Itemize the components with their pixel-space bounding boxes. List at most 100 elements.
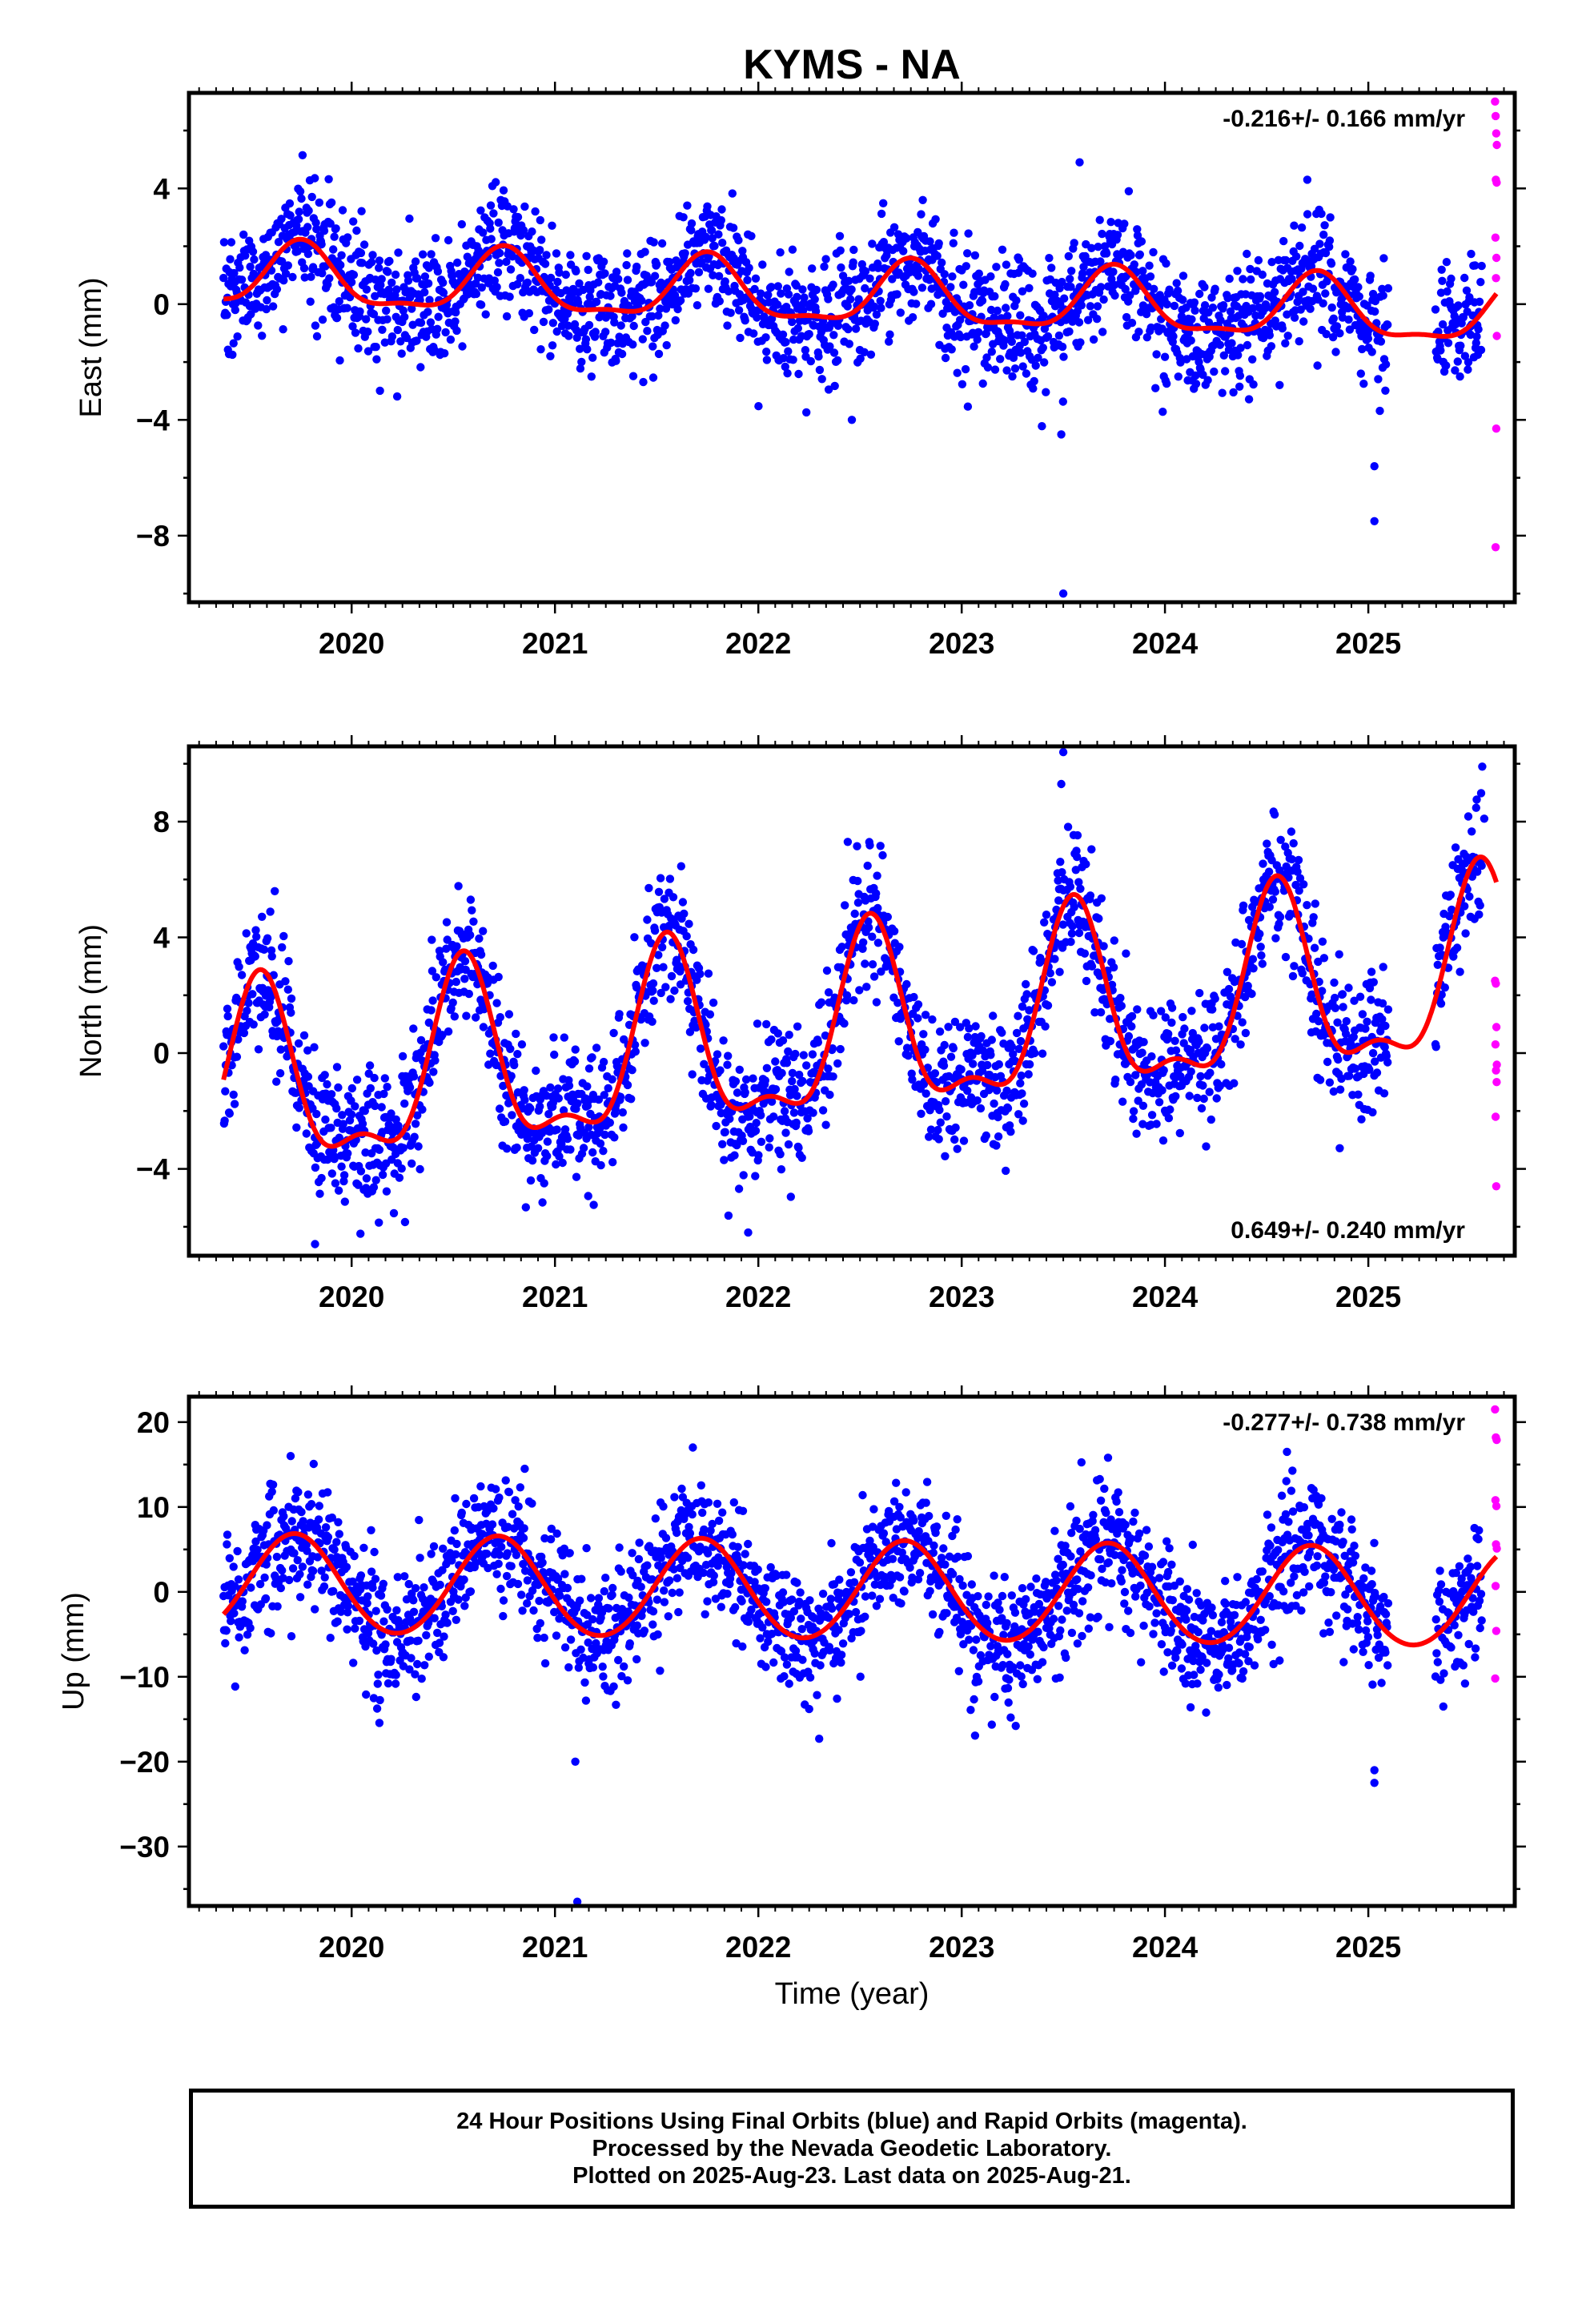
- final-point: [444, 235, 453, 245]
- final-point: [793, 324, 802, 333]
- final-point: [354, 344, 363, 353]
- final-point: [502, 312, 512, 321]
- y-tick-label: −4: [136, 1153, 171, 1186]
- final-point: [508, 1510, 517, 1518]
- final-point: [1265, 331, 1275, 340]
- final-point: [1217, 1059, 1226, 1069]
- final-point: [623, 275, 632, 284]
- final-point: [861, 267, 870, 275]
- final-point: [983, 363, 993, 372]
- final-point: [847, 416, 857, 424]
- final-point: [628, 372, 638, 380]
- final-point: [311, 219, 320, 227]
- final-point: [1374, 375, 1383, 384]
- final-point: [486, 1049, 495, 1058]
- final-point: [358, 259, 367, 267]
- final-point: [1018, 331, 1026, 340]
- final-point: [1146, 323, 1155, 332]
- final-point: [600, 1586, 608, 1596]
- final-point: [1249, 964, 1258, 973]
- final-point: [1358, 344, 1367, 354]
- rapid-point: [1492, 178, 1501, 187]
- final-point: [862, 983, 871, 991]
- final-point: [462, 1011, 471, 1020]
- final-point: [576, 364, 585, 373]
- final-point: [1178, 296, 1187, 304]
- final-point: [821, 1031, 830, 1040]
- final-point: [580, 1678, 589, 1687]
- final-point: [330, 232, 339, 241]
- final-point: [1005, 1121, 1014, 1130]
- final-point: [513, 1050, 522, 1059]
- final-point: [1335, 1085, 1345, 1094]
- final-point: [829, 348, 839, 357]
- final-point: [939, 1061, 949, 1070]
- final-point: [909, 287, 918, 296]
- final-point: [562, 286, 571, 295]
- final-point: [373, 1679, 382, 1688]
- final-point: [309, 1459, 318, 1469]
- final-point: [990, 313, 998, 322]
- final-point: [452, 977, 460, 987]
- final-point: [654, 887, 664, 897]
- final-point: [584, 265, 592, 275]
- final-point: [1355, 992, 1365, 1001]
- final-point: [1476, 789, 1486, 798]
- final-point: [1262, 303, 1271, 312]
- final-point: [1259, 859, 1267, 868]
- x-ticks: [198, 82, 1505, 613]
- final-point: [904, 1051, 913, 1060]
- final-point: [268, 302, 278, 311]
- final-point: [864, 923, 873, 932]
- final-point: [560, 1033, 568, 1042]
- final-point: [784, 1047, 793, 1056]
- final-point: [460, 1575, 468, 1584]
- final-point: [914, 264, 923, 274]
- final-point: [1436, 999, 1446, 1008]
- final-point: [671, 316, 680, 325]
- final-point: [1058, 342, 1067, 352]
- final-point: [315, 198, 323, 207]
- final-point: [1003, 312, 1012, 320]
- final-point: [475, 934, 484, 943]
- final-point: [1171, 1046, 1181, 1055]
- final-point: [798, 285, 807, 294]
- final-point: [433, 324, 442, 333]
- final-point: [902, 234, 911, 243]
- final-point: [1169, 332, 1178, 341]
- final-point: [1096, 257, 1105, 266]
- final-point: [785, 1031, 793, 1039]
- final-point: [1020, 337, 1030, 347]
- final-point: [868, 960, 877, 969]
- final-point: [422, 1630, 431, 1640]
- final-point: [563, 1134, 572, 1144]
- final-point: [380, 338, 389, 347]
- final-point: [383, 315, 391, 324]
- final-point: [458, 342, 467, 351]
- final-point: [1237, 939, 1247, 949]
- final-point: [1050, 955, 1059, 963]
- final-point: [1290, 313, 1299, 322]
- final-point: [798, 306, 808, 316]
- final-point: [333, 1617, 342, 1626]
- final-point: [258, 912, 267, 922]
- final-point: [1339, 1003, 1347, 1011]
- final-point: [298, 151, 307, 159]
- final-point: [1200, 301, 1210, 310]
- final-point: [552, 1160, 560, 1169]
- final-point: [948, 272, 957, 281]
- final-point: [708, 234, 717, 243]
- final-point: [585, 292, 594, 301]
- final-point: [986, 1051, 995, 1059]
- final-point: [516, 1483, 524, 1492]
- final-point: [548, 221, 556, 230]
- final-point: [765, 1143, 773, 1152]
- final-point: [1129, 1107, 1138, 1116]
- final-point: [440, 349, 449, 358]
- final-point: [853, 842, 861, 850]
- final-point: [263, 986, 272, 995]
- final-point: [565, 1549, 574, 1558]
- final-point: [228, 350, 237, 360]
- final-point: [327, 1090, 336, 1099]
- final-point: [252, 932, 261, 941]
